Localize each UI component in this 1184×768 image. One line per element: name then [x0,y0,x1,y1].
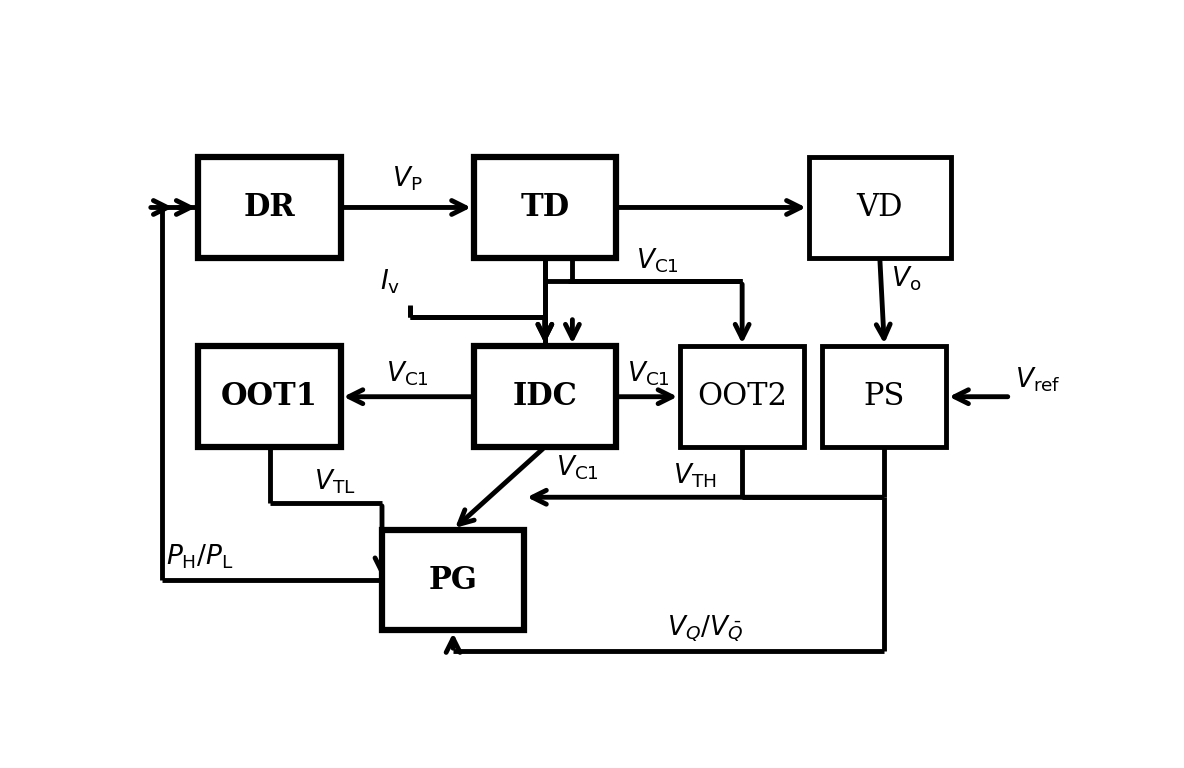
Text: $V_{\mathrm{TL}}$: $V_{\mathrm{TL}}$ [314,468,355,496]
Bar [809,157,951,258]
Text: PG: PG [429,564,477,595]
Text: $P_{\mathrm{H}}/P_{\mathrm{L}}$: $P_{\mathrm{H}}/P_{\mathrm{L}}$ [166,543,234,571]
Text: IDC: IDC [513,381,578,412]
Text: $V_{\mathrm{C1}}$: $V_{\mathrm{C1}}$ [555,454,599,482]
Text: $V_{\mathrm{C1}}$: $V_{\mathrm{C1}}$ [626,359,670,388]
Text: OOT1: OOT1 [221,381,318,412]
Text: PS: PS [863,381,905,412]
Text: $V_{\mathrm{TH}}$: $V_{\mathrm{TH}}$ [674,462,716,490]
Bar [823,346,946,447]
Text: $V_{\mathrm{C1}}$: $V_{\mathrm{C1}}$ [636,247,678,276]
Text: $V_{\mathrm{ref}}$: $V_{\mathrm{ref}}$ [1015,366,1061,394]
Text: DR: DR [244,192,296,223]
Text: $V_{Q}/V_{\bar{Q}}$: $V_{Q}/V_{\bar{Q}}$ [668,614,744,644]
Text: $V_{\mathrm{P}}$: $V_{\mathrm{P}}$ [392,164,423,193]
Bar [199,346,341,447]
Text: $V_{\mathrm{C1}}$: $V_{\mathrm{C1}}$ [386,359,429,388]
Text: TD: TD [520,192,570,223]
Text: VD: VD [856,192,903,223]
Text: OOT2: OOT2 [697,381,787,412]
Text: $I_{\mathrm{v}}$: $I_{\mathrm{v}}$ [380,268,400,296]
Bar [474,346,616,447]
Bar [681,346,804,447]
Bar [474,157,616,258]
Bar [382,530,525,631]
Bar [199,157,341,258]
Text: $V_{\mathrm{o}}$: $V_{\mathrm{o}}$ [890,265,921,293]
